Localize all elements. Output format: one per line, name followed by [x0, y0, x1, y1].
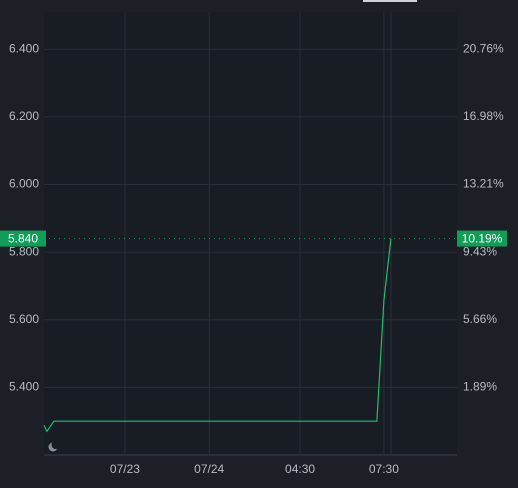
- x-tick-label: 07/23: [110, 462, 140, 476]
- y2-tick-label: 5.66%: [463, 312, 497, 326]
- last-price-label: 5.840: [8, 232, 38, 246]
- y2-tick-label: 16.98%: [463, 109, 504, 123]
- top-tab: [363, 0, 417, 2]
- x-tick-label: 07/24: [194, 462, 224, 476]
- y2-tick-label: 1.89%: [463, 379, 497, 393]
- moon-icon: [48, 441, 60, 452]
- y-tick-label: 6.200: [9, 109, 39, 123]
- price-line: [43, 238, 392, 433]
- plot-area: [44, 12, 457, 455]
- y-tick-label: 5.600: [9, 312, 39, 326]
- x-tick-label: 07:30: [369, 462, 399, 476]
- y2-tick-label: 13.21%: [463, 177, 504, 191]
- x-tick-label: 04:30: [285, 462, 315, 476]
- y-tick-label: 5.400: [9, 380, 39, 394]
- last-change-box: [457, 230, 507, 247]
- y2-tick-label: 9.43%: [463, 244, 497, 258]
- y-tick-label: 6.400: [9, 41, 39, 55]
- last-change-label: 10.19%: [462, 232, 503, 246]
- y-tick-label: 6.000: [9, 177, 39, 191]
- y-tick-label: 5.800: [9, 244, 39, 258]
- y2-tick-label: 20.76%: [463, 41, 504, 55]
- last-price-box: [0, 230, 46, 247]
